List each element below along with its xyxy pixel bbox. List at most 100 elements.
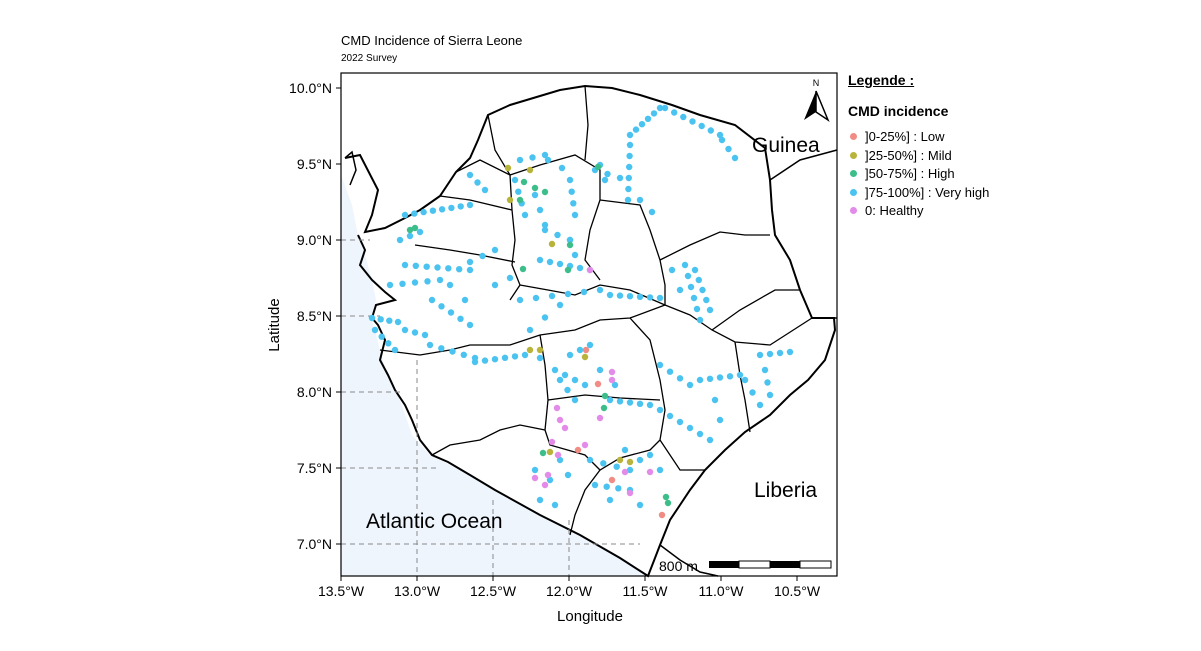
map-title: CMD Incidence of Sierra Leone bbox=[341, 33, 523, 48]
survey-point bbox=[541, 151, 549, 159]
survey-point bbox=[571, 376, 579, 384]
survey-point bbox=[474, 179, 481, 186]
survey-point bbox=[666, 368, 674, 375]
y-tick-label: 9.0°N bbox=[297, 232, 332, 248]
survey-point bbox=[438, 345, 445, 352]
north-label: N bbox=[813, 78, 820, 88]
survey-points bbox=[368, 104, 794, 519]
survey-point bbox=[707, 127, 714, 134]
survey-point bbox=[556, 301, 564, 309]
legend-swatch bbox=[850, 170, 857, 177]
survey-point bbox=[411, 329, 419, 336]
survey-point bbox=[516, 156, 524, 164]
survey-point bbox=[536, 346, 544, 354]
survey-point bbox=[548, 240, 556, 248]
survey-point bbox=[608, 376, 616, 384]
survey-point bbox=[436, 276, 444, 284]
survey-point bbox=[399, 280, 406, 287]
guinea-label: Guinea bbox=[752, 134, 820, 157]
survey-point bbox=[621, 446, 629, 454]
survey-point bbox=[756, 401, 764, 409]
survey-point bbox=[571, 211, 579, 219]
survey-point bbox=[626, 489, 634, 497]
survey-point bbox=[386, 281, 394, 289]
survey-point bbox=[668, 266, 676, 274]
survey-point bbox=[626, 163, 633, 171]
survey-point bbox=[636, 456, 644, 464]
legend-label: 0: Healthy bbox=[865, 203, 924, 218]
survey-point bbox=[646, 451, 654, 459]
survey-point bbox=[582, 346, 590, 354]
survey-point bbox=[561, 371, 569, 379]
y-tick-label: 7.0°N bbox=[297, 536, 332, 552]
survey-point bbox=[696, 376, 704, 384]
survey-point bbox=[646, 294, 654, 301]
survey-point bbox=[461, 296, 469, 304]
survey-point bbox=[698, 122, 705, 130]
survey-point bbox=[656, 294, 664, 302]
survey-point bbox=[761, 366, 769, 374]
survey-point bbox=[457, 203, 464, 210]
survey-point bbox=[580, 288, 588, 296]
survey-point bbox=[544, 471, 552, 479]
survey-point bbox=[604, 170, 611, 178]
x-tick-label: 13.0°W bbox=[394, 583, 441, 599]
survey-point bbox=[570, 200, 577, 207]
survey-point bbox=[696, 430, 704, 438]
survey-point bbox=[511, 353, 519, 360]
survey-point bbox=[591, 481, 599, 489]
survey-point bbox=[696, 316, 704, 324]
survey-point bbox=[426, 341, 434, 349]
survey-point bbox=[636, 293, 644, 300]
survey-point bbox=[581, 441, 589, 449]
survey-point bbox=[541, 314, 549, 321]
survey-point bbox=[749, 389, 756, 396]
survey-point bbox=[566, 236, 574, 244]
survey-point bbox=[541, 221, 549, 229]
y-tick-label: 9.5°N bbox=[297, 156, 332, 172]
survey-point bbox=[656, 361, 664, 369]
survey-point bbox=[385, 340, 392, 347]
survey-point bbox=[616, 456, 624, 464]
survey-point bbox=[664, 499, 672, 507]
x-tick-label: 12.0°W bbox=[546, 583, 593, 599]
legend-title: Legende : bbox=[848, 72, 915, 88]
survey-point bbox=[576, 346, 584, 354]
survey-point bbox=[616, 292, 624, 299]
survey-point bbox=[471, 358, 479, 366]
survey-point bbox=[401, 261, 409, 269]
survey-point bbox=[725, 145, 732, 153]
survey-point bbox=[491, 246, 499, 254]
survey-point bbox=[481, 357, 489, 364]
survey-point bbox=[646, 401, 654, 409]
survey-point bbox=[506, 274, 514, 282]
survey-point bbox=[638, 121, 646, 128]
survey-point bbox=[718, 136, 726, 144]
survey-point bbox=[511, 176, 519, 184]
survey-point bbox=[546, 476, 554, 484]
survey-point bbox=[603, 483, 610, 490]
survey-point bbox=[576, 264, 584, 272]
survey-point bbox=[460, 351, 467, 358]
survey-point bbox=[401, 326, 409, 334]
survey-point bbox=[546, 258, 554, 266]
survey-point bbox=[690, 294, 698, 302]
survey-point bbox=[596, 366, 604, 374]
survey-point bbox=[766, 350, 774, 358]
x-tick-label: 11.0°W bbox=[698, 583, 744, 599]
survey-point bbox=[536, 256, 544, 264]
survey-point bbox=[632, 126, 640, 133]
survey-point bbox=[608, 476, 616, 484]
survey-point bbox=[586, 266, 594, 274]
survey-point bbox=[556, 260, 564, 268]
survey-point bbox=[411, 224, 419, 232]
survey-point bbox=[481, 186, 489, 194]
survey-point bbox=[586, 456, 594, 464]
survey-point bbox=[445, 265, 452, 272]
survey-point bbox=[536, 206, 544, 214]
survey-point bbox=[526, 166, 534, 174]
survey-point bbox=[636, 400, 644, 407]
survey-point bbox=[411, 279, 419, 286]
survey-point bbox=[541, 188, 549, 196]
